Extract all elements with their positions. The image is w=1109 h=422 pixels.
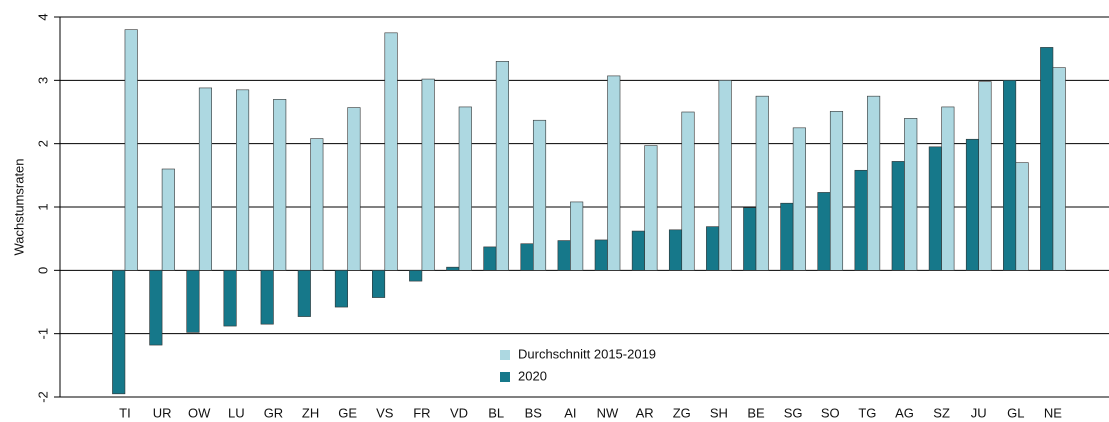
- bar: [1003, 80, 1017, 271]
- bar: [594, 239, 608, 271]
- bar: [236, 89, 250, 271]
- bar: [854, 169, 868, 271]
- bar: [780, 202, 794, 271]
- y-tick-label: -1: [35, 328, 50, 340]
- x-tick-label: AR: [636, 405, 654, 420]
- bar: [718, 80, 732, 271]
- bar: [891, 161, 905, 271]
- bar: [310, 138, 324, 271]
- bar: [644, 145, 658, 271]
- bar: [347, 107, 361, 271]
- bar: [421, 78, 435, 271]
- bar: [668, 229, 683, 271]
- bar: [446, 266, 460, 271]
- bar: [297, 270, 311, 317]
- bar: [743, 207, 757, 271]
- bar: [409, 270, 423, 282]
- bar: [161, 168, 175, 271]
- legend-swatch: [500, 350, 510, 360]
- bar: [458, 106, 472, 271]
- bar: [273, 99, 287, 271]
- bar: [706, 226, 720, 271]
- x-tick-label: FR: [413, 405, 430, 420]
- legend-label: 2020: [518, 368, 547, 383]
- y-tick-label: 0: [35, 267, 50, 274]
- bar: [607, 75, 621, 271]
- bar: [198, 87, 212, 271]
- bar: [124, 29, 138, 271]
- x-tick-label: ZG: [673, 405, 691, 420]
- bar: [978, 81, 992, 271]
- bar: [829, 111, 844, 271]
- bar: [371, 270, 386, 298]
- x-tick-label: SO: [821, 405, 840, 420]
- bar: [149, 270, 163, 346]
- x-tick-label: GR: [264, 405, 284, 420]
- bar: [1040, 47, 1054, 271]
- legend-swatch: [500, 372, 510, 382]
- x-tick-label: UR: [153, 405, 172, 420]
- x-tick-label: OW: [188, 405, 211, 420]
- bar: [965, 138, 980, 271]
- bar: [817, 192, 831, 271]
- bar: [904, 118, 918, 271]
- y-tick-label: 2: [35, 140, 50, 147]
- x-tick-label: GL: [1007, 405, 1024, 420]
- x-tick-label: NW: [597, 405, 619, 420]
- bar: [631, 230, 645, 271]
- x-tick-label: SZ: [933, 405, 950, 420]
- bar: [755, 95, 769, 271]
- x-tick-label: BL: [488, 405, 504, 420]
- y-tick-label: 1: [35, 203, 50, 210]
- x-tick-label: BS: [525, 405, 543, 420]
- x-tick-label: LU: [228, 405, 245, 420]
- x-tick-label: TG: [858, 405, 876, 420]
- x-tick-label: ZH: [302, 405, 319, 420]
- x-tick-label: NE: [1044, 405, 1062, 420]
- bar: [483, 246, 497, 271]
- bar: [260, 270, 274, 325]
- x-tick-label: BE: [747, 405, 765, 420]
- bar: [928, 146, 942, 271]
- y-tick-label: 4: [35, 13, 50, 20]
- x-tick-label: GE: [338, 405, 357, 420]
- bar: [557, 240, 571, 271]
- bar: [792, 127, 806, 271]
- bar: [334, 270, 348, 308]
- y-tick-label: -2: [35, 391, 50, 403]
- bar: [186, 270, 200, 333]
- bar: [112, 270, 126, 395]
- bar: [941, 106, 955, 271]
- bar: [384, 32, 398, 271]
- y-tick-label: 3: [35, 77, 50, 84]
- bar: [532, 119, 547, 271]
- x-tick-label: VD: [450, 405, 468, 420]
- x-tick-label: VS: [376, 405, 394, 420]
- y-axis-label: Wachstumsraten: [11, 158, 26, 255]
- bar: [1015, 162, 1029, 271]
- legend-label: Durchschnitt 2015-2019: [518, 346, 656, 361]
- x-tick-label: AG: [895, 405, 914, 420]
- x-tick-label: JU: [971, 405, 987, 420]
- bar: [223, 270, 237, 327]
- bar: [570, 201, 584, 271]
- bar: [867, 95, 881, 271]
- x-tick-label: AI: [564, 405, 576, 420]
- bar: [681, 111, 695, 271]
- x-tick-label: SG: [784, 405, 803, 420]
- x-tick-label: TI: [119, 405, 131, 420]
- bar: [520, 243, 534, 271]
- x-tick-label: SH: [710, 405, 728, 420]
- bar: [1052, 67, 1066, 271]
- bar: [495, 61, 509, 271]
